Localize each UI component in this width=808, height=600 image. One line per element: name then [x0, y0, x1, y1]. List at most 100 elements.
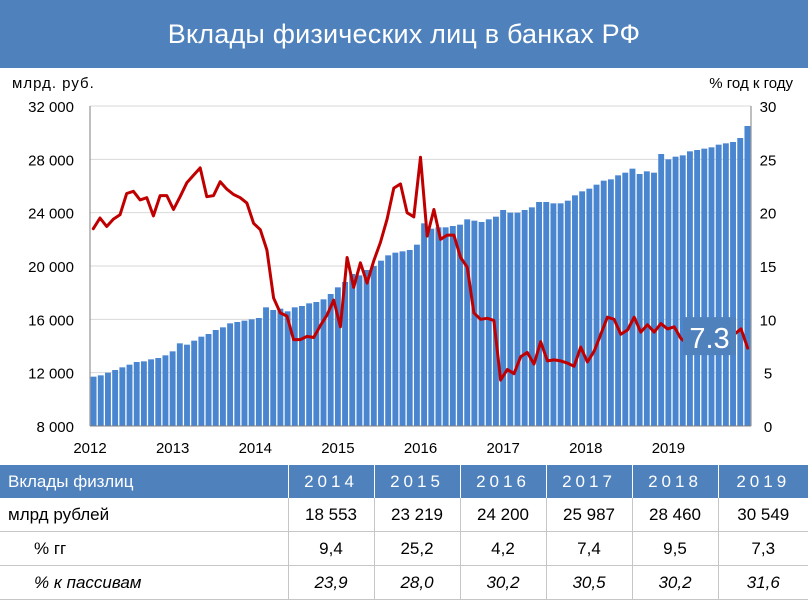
deposit-bar — [457, 224, 463, 426]
deposit-bar — [126, 364, 133, 426]
right-tick-label: 5 — [764, 366, 772, 383]
table-cell: 4,2 — [459, 531, 546, 566]
deposit-bar — [536, 202, 542, 426]
table-cell: 30,5 — [545, 565, 632, 600]
deposit-bar — [636, 174, 643, 426]
deposit-bar — [730, 142, 736, 426]
table-header-row: Вклады физлиц 2014 2015 2016 2017 2018 2… — [0, 465, 808, 498]
deposit-bar — [399, 251, 406, 426]
deposit-bar — [277, 308, 284, 426]
deposit-bar — [255, 318, 262, 426]
last-value-label: 7.3 — [689, 323, 729, 355]
deposit-bar — [176, 343, 183, 426]
x-tick-label: 2017 — [486, 440, 519, 457]
deposit-bar — [342, 282, 349, 426]
table-cell: 7,3 — [717, 531, 808, 566]
deposit-bar — [162, 355, 169, 426]
deposit-bar — [133, 362, 140, 426]
year-header: 2015 — [373, 465, 460, 498]
deposit-bar — [241, 320, 248, 426]
deposit-bar — [406, 250, 413, 426]
table-cell: 9,4 — [287, 531, 374, 566]
right-tick-label: 15 — [760, 259, 777, 276]
deposit-bar — [428, 228, 435, 426]
table-cell: 25,2 — [373, 531, 460, 566]
deposit-bar — [320, 299, 327, 426]
deposit-bar — [643, 171, 650, 426]
x-tick-label: 2014 — [239, 440, 272, 457]
deposit-bar — [722, 143, 729, 426]
x-tick-label: 2012 — [73, 440, 106, 457]
table-row: % к пассивам 23,9 28,0 30,2 30,5 30,2 31… — [0, 565, 808, 600]
deposit-bar — [665, 159, 672, 426]
left-tick-label: 28 000 — [28, 152, 74, 169]
row-label-share-liabilities: % к пассивам — [0, 565, 288, 600]
deposit-bar — [140, 361, 147, 426]
deposit-bar — [500, 210, 507, 426]
right-tick-label: 10 — [760, 312, 777, 329]
deposit-bar — [679, 155, 686, 426]
deposit-bar — [521, 210, 528, 426]
deposit-bar — [184, 344, 190, 426]
right-tick-label: 25 — [760, 152, 777, 169]
right-tick-label: 20 — [760, 206, 777, 223]
year-header: 2017 — [545, 465, 632, 498]
deposit-bar — [471, 220, 478, 426]
table-cell: 7,4 — [545, 531, 632, 566]
deposit-bar — [708, 147, 715, 426]
table-cell: 24 200 — [459, 498, 546, 532]
deposit-bar — [370, 266, 377, 426]
table-cell: 25 987 — [545, 498, 632, 532]
deposit-bar — [507, 212, 514, 426]
deposit-bar — [105, 372, 111, 426]
deposit-bar — [291, 307, 298, 426]
deposit-bar — [270, 310, 277, 426]
deposit-bar — [550, 203, 557, 426]
deposit-bar — [234, 322, 241, 426]
deposit-bar — [557, 203, 564, 426]
deposit-bar — [615, 175, 622, 426]
deposit-bar — [356, 275, 363, 426]
year-header: 2016 — [459, 465, 546, 498]
left-tick-label: 16 000 — [28, 312, 74, 329]
deposit-bar — [327, 294, 334, 426]
deposit-bar — [299, 306, 305, 426]
deposit-bar — [622, 172, 629, 426]
table-cell: 30,2 — [459, 565, 546, 600]
table-cell: 28,0 — [373, 565, 460, 600]
deposit-bar — [464, 219, 471, 426]
deposit-bar — [148, 359, 155, 426]
table-row: млрд рублей 18 553 23 219 24 200 25 987 … — [0, 498, 808, 532]
year-header: 2014 — [287, 465, 374, 498]
right-tick-label: 30 — [760, 99, 777, 116]
deposit-bar — [600, 180, 607, 426]
deposits-table: Вклады физлиц 2014 2015 2016 2017 2018 2… — [0, 465, 808, 600]
deposit-bar — [385, 255, 392, 426]
deposit-bar — [686, 151, 693, 426]
deposit-bar — [485, 219, 492, 426]
deposit-bar — [651, 172, 657, 426]
yoy-growth-line — [91, 155, 750, 382]
deposit-bar — [492, 216, 499, 426]
deposit-bar — [284, 311, 291, 426]
table-row: % гг 9,4 25,2 4,2 7,4 9,5 7,3 — [0, 531, 808, 566]
row-label-bln-rub: млрд рублей — [0, 498, 288, 532]
deposit-bar — [263, 307, 269, 426]
deposit-bar — [449, 226, 456, 426]
left-tick-label: 20 000 — [28, 259, 74, 276]
deposits-chart: 8 000 12 000 16 000 20 000 24 000 28 000 32 00… — [12, 75, 793, 457]
deposit-bar — [413, 244, 420, 426]
deposit-bar — [349, 274, 356, 426]
left-tick-label: 32 000 — [28, 99, 74, 116]
table-cell: 23 219 — [373, 498, 460, 532]
deposit-bar — [421, 223, 428, 426]
left-tick-label: 8 000 — [36, 419, 74, 436]
deposit-bar — [658, 154, 665, 426]
deposit-bar — [219, 327, 226, 426]
deposit-bar — [543, 202, 550, 426]
left-axis-label: млрд. руб. — [12, 75, 95, 92]
year-header: 2018 — [631, 465, 718, 498]
x-tick-label: 2019 — [652, 440, 685, 457]
deposit-bar — [701, 148, 708, 426]
table-cell: 23,9 — [287, 565, 374, 600]
